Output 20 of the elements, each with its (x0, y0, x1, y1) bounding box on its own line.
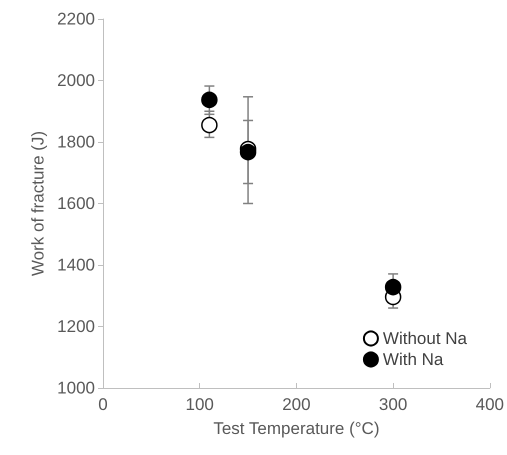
legend-label: Without Na (382, 329, 468, 348)
x-tick-label: 100 (186, 395, 214, 414)
y-tick-label: 1200 (57, 317, 95, 336)
y-tick-label: 1600 (57, 194, 95, 213)
x-tick-label: 400 (476, 395, 504, 414)
x-axis-title: Test Temperature (°C) (213, 419, 380, 438)
point (201, 92, 218, 108)
x-tick-label: 200 (282, 395, 311, 414)
x-tick-label: 0 (98, 395, 108, 414)
y-tick-label: 2000 (57, 71, 95, 90)
point (201, 116, 218, 134)
legend-label: With Na (382, 350, 444, 369)
point (384, 278, 402, 296)
point (240, 144, 256, 160)
y-tick-label: 2200 (57, 10, 95, 28)
x-tick-label: 300 (378, 395, 408, 414)
y-tick-label: 1400 (57, 256, 95, 274)
y-tick-label: 1000 (57, 378, 95, 398)
y-axis-title: Work of fracture (J) (28, 130, 48, 276)
y-tick-label: 1800 (57, 132, 95, 152)
